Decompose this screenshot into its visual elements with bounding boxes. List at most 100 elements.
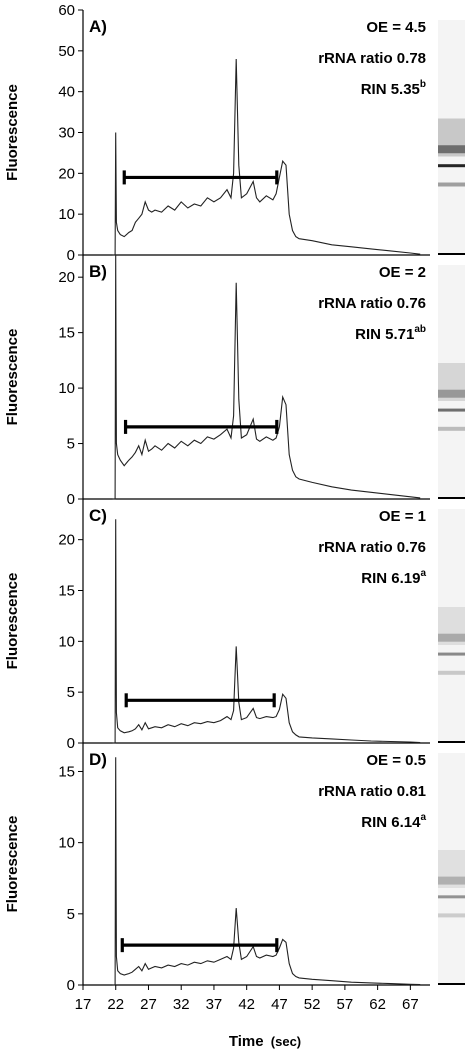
annotation-main: rRNA ratio 0.76 [318,295,426,312]
panel-letter: D) [89,750,107,769]
y-tick-label: 5 [67,436,75,453]
x-tick-label: 52 [304,996,321,1013]
annotation-superscript: b [420,79,426,90]
gel-band [438,389,465,398]
annotation-text: OE = 0.5 [366,752,426,769]
gel-marker-band [438,741,465,743]
y-tick-label: 15 [58,325,75,342]
annotation-text: OE = 4.5 [366,19,426,36]
annotation-text: RIN 5.35b [361,79,426,98]
annotation-text: rRNA ratio 0.78 [318,50,426,67]
annotation-main: RIN 6.14 [361,814,421,831]
annotation-text: rRNA ratio 0.81 [318,783,426,800]
panel-b: 0 5 10 15 20 Fluorescence B) OE = 2 rRNA ratio 0… [4,254,430,508]
y-axis-label: Fluorescence [4,84,21,181]
gel-band [438,363,465,401]
integration-bracket [122,170,279,185]
x-tick-label: 67 [402,996,419,1013]
annotation-superscript: a [420,812,426,823]
annotation-main: RIN 5.71 [355,326,414,343]
annotation-main: rRNA ratio 0.78 [318,50,426,67]
fluorescence-trace [112,519,421,744]
x-tick-label: 17 [75,996,92,1013]
y-tick-label: 40 [58,84,75,101]
integration-bracket [120,938,279,953]
y-axis-label: Fluorescence [4,816,21,913]
x-tick-label: 57 [337,996,354,1013]
x-tick-label: 47 [271,996,288,1013]
panel-a: 0 10 20 30 40 50 60 Fluorescence A) OE = 4.5 rRNA … [4,2,430,264]
y-axis-label: Fluorescence [4,329,21,426]
fluorescence-trace [112,254,421,500]
integration-bracket [123,419,279,434]
gel-band [438,652,465,656]
annotation-main: OE = 1 [379,508,426,525]
y-tick-label: 0 [67,735,75,752]
x-tick-label: 42 [238,996,255,1013]
x-axis-label-main: Time [229,1033,264,1050]
y-tick-label: 15 [58,763,75,780]
y-tick-label: 20 [58,269,75,286]
gel-band [438,607,465,645]
annotation-main: rRNA ratio 0.81 [318,783,426,800]
annotation-superscript: ab [414,324,426,335]
gel-marker-band [438,497,465,499]
annotation-text: OE = 1 [379,508,426,525]
annotation-superscript: a [420,568,426,579]
annotation-text: RIN 6.14a [361,812,426,831]
gel-band [438,895,465,899]
x-tick-label: 27 [140,996,157,1013]
y-tick-label: 0 [67,491,75,508]
x-tick-label: 22 [107,996,124,1013]
y-tick-label: 10 [58,206,75,223]
integration-bracket [124,693,276,708]
panel-letter: A) [89,17,107,36]
gel-lane [438,753,465,985]
panel-d: 0 5 10 15 Fluorescence D) OE = 0.5 rRNA ratio 0… [4,743,430,994]
y-axis-label: Fluorescence [4,573,21,670]
y-tick-label: 10 [58,633,75,650]
annotation-text: RIN 6.19a [361,568,426,587]
y-tick-label: 0 [67,977,75,994]
panel-c: 0 5 10 15 20 Fluorescence C) OE = 1 rRNA ratio 0… [4,499,430,752]
annotation-text: RIN 5.71ab [355,324,426,343]
x-tick-label: 32 [173,996,190,1013]
y-tick-label: 10 [58,835,75,852]
gel-band [438,633,465,642]
y-tick-label: 20 [58,532,75,549]
gel-band [438,876,465,885]
gel-band [438,164,465,168]
y-tick-label: 50 [58,43,75,60]
gel-band [438,670,465,675]
y-tick-label: 30 [58,125,75,142]
gel-band [438,182,465,187]
annotation-main: OE = 0.5 [366,752,426,769]
gel-band [438,850,465,888]
y-tick-label: 0 [67,247,75,264]
annotation-text: rRNA ratio 0.76 [318,539,426,556]
gel-band [438,408,465,412]
x-tick-label: 37 [206,996,223,1013]
annotation-text: rRNA ratio 0.76 [318,295,426,312]
y-tick-label: 15 [58,583,75,600]
annotation-main: rRNA ratio 0.76 [318,539,426,556]
gel-lanes-group [438,20,465,985]
panel-letter: C) [89,506,107,525]
panel-letter: B) [89,262,107,281]
gel-band [438,145,465,154]
gel-band [438,426,465,431]
gel-marker-band [438,253,465,255]
fluorescence-trace [112,757,421,986]
x-axis-group: 17 22 27 32 37 42 47 52 57 62 67 [75,985,419,1013]
gel-lane [438,509,465,743]
y-tick-label: 5 [67,684,75,701]
x-axis-label-unit: (sec) [271,1034,301,1049]
y-tick-label: 10 [58,380,75,397]
gel-band [438,118,465,157]
gel-lane [438,20,465,255]
y-tick-label: 60 [58,2,75,19]
gel-band [438,913,465,918]
annotation-main: OE = 4.5 [366,19,426,36]
